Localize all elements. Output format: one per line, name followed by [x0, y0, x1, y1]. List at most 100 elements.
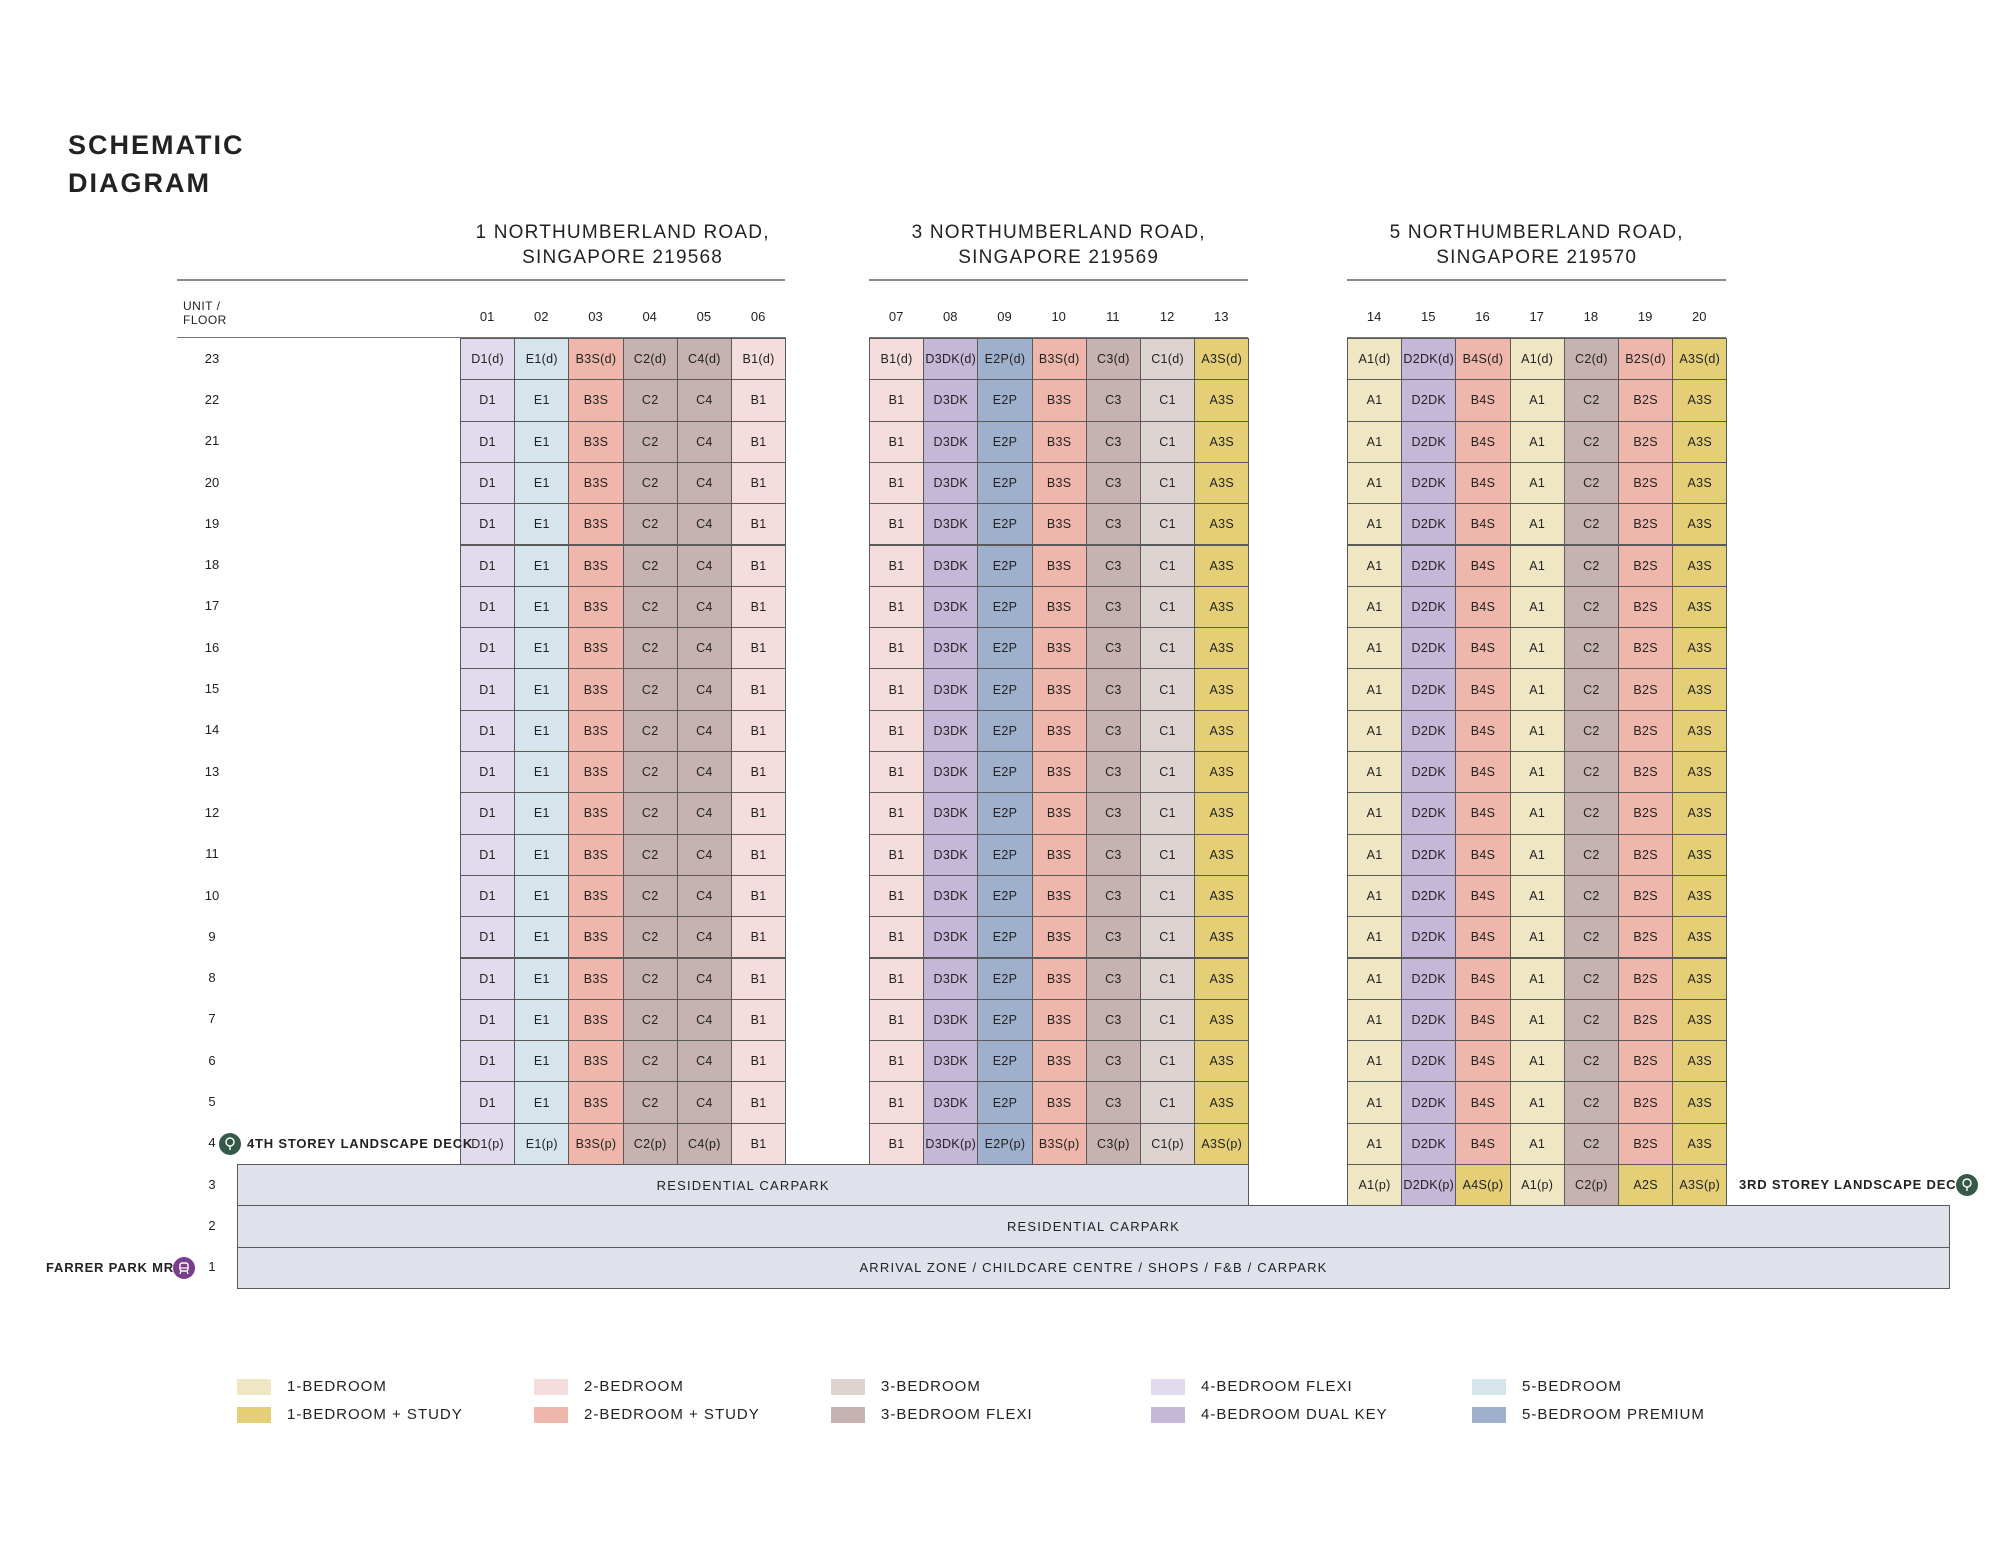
building-name-line-1: 5 NORTHUMBERLAND ROAD, [1389, 222, 1684, 243]
floor-number: 21 [204, 433, 220, 449]
unit-cell: E1 [514, 379, 570, 422]
unit-cell: C1(d) [1140, 338, 1196, 381]
unit-cell: E2P [977, 792, 1033, 835]
floor-number: 22 [204, 391, 220, 407]
floor-number: 9 [208, 928, 216, 944]
unit-cell: B3S [1031, 792, 1087, 835]
unit-cell: A3S [1672, 503, 1728, 546]
unit-cell: E1 [514, 1040, 570, 1083]
unit-cell: E2P [977, 998, 1033, 1042]
unit-cell: A1 [1347, 709, 1403, 752]
unit-cell: B3S [1031, 751, 1087, 794]
unit-cell: D2DK [1401, 874, 1457, 918]
unit-number: 17 [1529, 309, 1544, 324]
unit-floor-label-line-1: UNIT / [183, 299, 221, 313]
legend-label: 5-BEDROOM [1522, 1378, 1622, 1395]
unit-cell: A1(p) [1347, 1164, 1403, 1207]
train-icon [173, 1256, 195, 1279]
floor-number: 7 [208, 1011, 216, 1027]
unit-cell: B1 [869, 957, 925, 1000]
unit-cell: C1 [1140, 916, 1196, 959]
unit-cell: D2DK(d) [1401, 338, 1457, 381]
unit-cell: C3 [1085, 503, 1141, 546]
unit-cell: A3S [1194, 998, 1250, 1042]
unit-cell: B3S [568, 585, 624, 629]
unit-cell: C4 [676, 627, 732, 670]
unit-cell: A1 [1509, 709, 1565, 752]
unit-cell: C4 [676, 957, 732, 1000]
unit-cell: E2P [977, 1040, 1033, 1083]
unit-cell: B1 [731, 874, 787, 918]
unit-number: 10 [1051, 309, 1066, 324]
floor-number: 3 [208, 1176, 216, 1192]
unit-cell: A4S(p) [1455, 1164, 1511, 1207]
unit-cell: B3S [1031, 668, 1087, 711]
unit-cell: B4S [1455, 544, 1511, 587]
unit-cell: D1 [460, 503, 516, 546]
unit-cell: D2DK [1401, 420, 1457, 463]
unit-cell: A3S(p) [1194, 1122, 1250, 1165]
unit-cell: D2DK [1401, 544, 1457, 587]
unit-cell: C3 [1085, 668, 1141, 711]
unit-cell: B4S [1455, 1081, 1511, 1124]
unit-cell: C4 [676, 503, 732, 546]
unit-cell: A1 [1509, 916, 1565, 959]
unit-cell: A3S [1194, 585, 1250, 629]
unit-cell: A3S [1672, 709, 1728, 752]
unit-cell: B4S [1455, 627, 1511, 670]
unit-cell: D3DK [923, 874, 979, 918]
unit-cell: E1 [514, 668, 570, 711]
unit-cell: B1 [731, 833, 787, 876]
building-name-line-2: SINGAPORE 219569 [958, 247, 1160, 268]
unit-cell: C1 [1140, 461, 1196, 505]
unit-cell: B4S [1455, 503, 1511, 546]
floor-number: 19 [204, 515, 220, 531]
unit-cell: B1 [731, 998, 787, 1042]
unit-cell: B1 [869, 461, 925, 505]
unit-cell: B1 [869, 379, 925, 422]
unit-cell: B3S [568, 957, 624, 1000]
unit-cell: D2DK [1401, 585, 1457, 629]
unit-cell: E2P [977, 1081, 1033, 1124]
building-name: 1 NORTHUMBERLAND ROAD, SINGAPORE 219568 [413, 220, 833, 270]
unit-cell: C2 [622, 461, 678, 505]
building-divider [869, 279, 1249, 281]
unit-cell: A1 [1509, 627, 1565, 670]
legend-item: 1-BEDROOM [237, 1378, 387, 1395]
unit-cell: A3S [1672, 585, 1728, 629]
unit-floor-label: UNIT / FLOOR [183, 299, 227, 327]
unit-cell: C2 [1563, 420, 1619, 463]
unit-cell: A1 [1509, 1122, 1565, 1165]
unit-cell: B1 [731, 1040, 787, 1083]
unit-cell: B4S [1455, 1122, 1511, 1165]
unit-cell: C2 [622, 709, 678, 752]
unit-cell: D2DK [1401, 833, 1457, 876]
unit-cell: D2DK [1401, 709, 1457, 752]
unit-number: 18 [1583, 309, 1599, 324]
unit-cell: B3S [1031, 874, 1087, 918]
unit-cell: B2S [1618, 916, 1674, 959]
building-name-line-2: SINGAPORE 219568 [522, 247, 724, 268]
unit-cell: B3S [568, 1040, 624, 1083]
unit-cell: A3S [1194, 916, 1250, 959]
unit-cell: D2DK [1401, 916, 1457, 959]
unit-cell: B2S [1618, 1122, 1674, 1165]
unit-cell: C2 [622, 585, 678, 629]
unit-cell: C1 [1140, 420, 1196, 463]
unit-cell: B3S [568, 874, 624, 918]
carpark-level-3: RESIDENTIAL CARPARK [237, 1164, 1250, 1207]
legend-item: 4-BEDROOM FLEXI [1151, 1378, 1353, 1395]
unit-cell: B1 [731, 461, 787, 505]
unit-cell: E1 [514, 957, 570, 1000]
unit-cell: D2DK [1401, 461, 1457, 505]
unit-floor-label-line-2: FLOOR [183, 313, 227, 327]
unit-cell: D1 [460, 833, 516, 876]
unit-cell: D1 [460, 957, 516, 1000]
unit-cell: A3S(d) [1672, 338, 1728, 381]
building-name: 3 NORTHUMBERLAND ROAD, SINGAPORE 219569 [849, 220, 1269, 270]
unit-cell: B1 [869, 751, 925, 794]
mrt-label: FARRER PARK MRT [46, 1259, 183, 1275]
unit-cell: C2 [1563, 627, 1619, 670]
unit-cell: C3 [1085, 420, 1141, 463]
unit-cell: D3DK [923, 627, 979, 670]
